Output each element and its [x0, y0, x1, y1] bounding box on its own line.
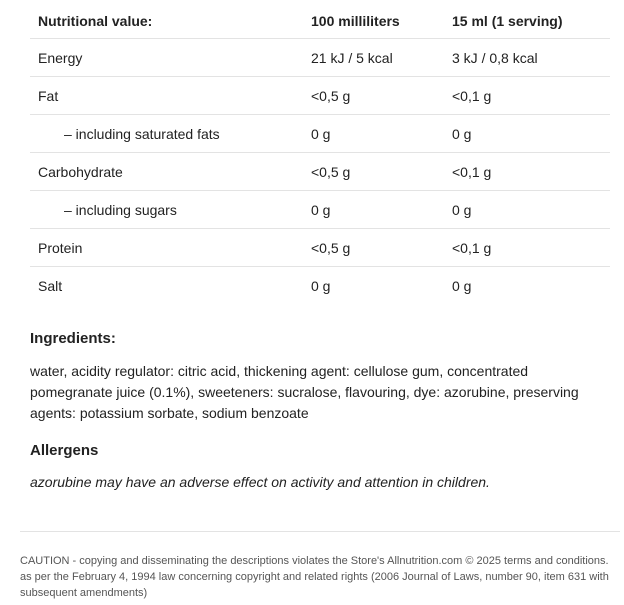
table-row: Salt 0 g 0 g — [30, 267, 610, 304]
row-per-serving: 3 kJ / 0,8 kcal — [452, 49, 538, 66]
row-per100: 0 g — [311, 277, 331, 294]
divider — [20, 531, 620, 532]
ingredients-text: water, acidity regulator: citric acid, t… — [30, 363, 579, 421]
row-per-serving: 0 g — [452, 125, 472, 142]
row-per-serving: <0,1 g — [452, 163, 492, 180]
table-row: Fat <0,5 g <0,1 g — [30, 77, 610, 115]
allergens-text: azorubine may have an adverse effect on … — [30, 474, 490, 490]
table-row: Energy 21 kJ / 5 kcal 3 kJ / 0,8 kcal — [30, 39, 610, 77]
table-row: Protein <0,5 g <0,1 g — [30, 229, 610, 267]
row-per-serving: <0,1 g — [452, 87, 492, 104]
row-per-serving: 0 g — [452, 201, 472, 218]
row-label: Protein — [38, 239, 83, 256]
row-label: – including sugars — [64, 201, 177, 218]
row-label: – including saturated fats — [64, 125, 220, 142]
header-100ml: 100 milliliters — [311, 13, 400, 29]
row-per100: 21 kJ / 5 kcal — [311, 49, 393, 66]
ingredients-heading: Ingredients: — [30, 330, 116, 347]
table-header: Nutritional value: 100 milliliters 15 ml… — [30, 0, 610, 39]
table-row: – including sugars 0 g 0 g — [30, 191, 610, 229]
row-label: Carbohydrate — [38, 163, 123, 180]
header-nutritional-value: Nutritional value: — [38, 13, 153, 29]
row-label: Fat — [38, 87, 59, 104]
row-per100: <0,5 g — [311, 87, 351, 104]
row-label: Energy — [38, 49, 83, 66]
row-per-serving: 0 g — [452, 277, 472, 294]
table-row: – including saturated fats 0 g 0 g — [30, 115, 610, 153]
header-serving: 15 ml (1 serving) — [452, 13, 563, 29]
row-per100: <0,5 g — [311, 239, 351, 256]
row-label: Salt — [38, 277, 63, 294]
row-per100: 0 g — [311, 125, 331, 142]
table-row: Carbohydrate <0,5 g <0,1 g — [30, 153, 610, 191]
nutrition-table: Nutritional value: 100 milliliters 15 ml… — [30, 0, 610, 304]
row-per100: <0,5 g — [311, 163, 351, 180]
copyright-notice: CAUTION - copying and disseminating the … — [20, 555, 609, 599]
allergens-heading: Allergens — [30, 442, 99, 459]
row-per100: 0 g — [311, 201, 331, 218]
row-per-serving: <0,1 g — [452, 239, 492, 256]
